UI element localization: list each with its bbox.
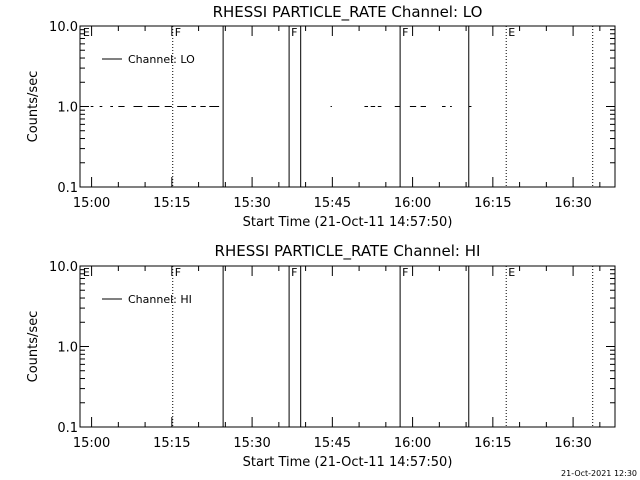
legend-label: Channel: LO bbox=[128, 53, 195, 66]
event-marker-label: F bbox=[175, 266, 181, 279]
event-marker-label: F bbox=[291, 26, 297, 39]
x-tick-label: 15:15 bbox=[153, 196, 190, 211]
event-marker-label: E bbox=[508, 26, 515, 39]
event-marker-label: F bbox=[291, 266, 297, 279]
x-axis-label: Start Time (21-Oct-11 14:57:50) bbox=[243, 455, 453, 470]
x-tick-label: 15:00 bbox=[73, 196, 110, 211]
x-tick-label: 16:00 bbox=[394, 196, 431, 211]
x-axis-label: Start Time (21-Oct-11 14:57:50) bbox=[243, 215, 453, 230]
plot-frame bbox=[79, 25, 616, 188]
event-marker-label: F bbox=[175, 26, 181, 39]
x-tick-label: 16:30 bbox=[554, 436, 591, 451]
x-tick-label: 16:15 bbox=[474, 196, 511, 211]
legend-label: Channel: HI bbox=[128, 293, 192, 306]
x-tick-label: 15:45 bbox=[314, 196, 351, 211]
x-tick-label: 15:00 bbox=[73, 436, 110, 451]
event-marker-label: F bbox=[402, 266, 408, 279]
x-tick-label: 16:30 bbox=[554, 196, 591, 211]
y-tick-label: 10.0 bbox=[49, 260, 78, 275]
y-tick-label: 10.0 bbox=[49, 20, 78, 35]
x-tick-label: 16:00 bbox=[394, 436, 431, 451]
event-marker-label: F bbox=[402, 26, 408, 39]
y-tick-label: 0.1 bbox=[57, 421, 78, 436]
x-tick-label: 15:15 bbox=[153, 436, 190, 451]
x-tick-label: 15:30 bbox=[233, 436, 270, 451]
chart-title: RHESSI PARTICLE_RATE Channel: LO bbox=[213, 3, 483, 22]
y-tick-label: 1.0 bbox=[57, 101, 78, 116]
event-marker-label: E bbox=[83, 26, 90, 39]
y-axis-label: Counts/sec bbox=[26, 71, 41, 143]
x-tick-label: 15:45 bbox=[314, 436, 351, 451]
chart-panel-1: RHESSI PARTICLE_RATE Channel: LO Counts/s… bbox=[26, 3, 616, 230]
event-marker-label: E bbox=[83, 266, 90, 279]
chart-title: RHESSI PARTICLE_RATE Channel: HI bbox=[215, 242, 481, 261]
y-tick-label: 1.0 bbox=[57, 341, 78, 356]
event-marker-label: E bbox=[508, 266, 515, 279]
x-tick-label: 15:30 bbox=[233, 196, 270, 211]
x-tick-label: 16:15 bbox=[474, 436, 511, 451]
footer-timestamp: 21-Oct-2021 12:30 bbox=[561, 469, 637, 478]
plot-frame bbox=[79, 265, 616, 428]
y-tick-label: 0.1 bbox=[57, 181, 78, 196]
y-axis-label: Counts/sec bbox=[26, 311, 41, 383]
chart-panel-2: RHESSI PARTICLE_RATE Channel: HI Counts/s… bbox=[26, 242, 616, 470]
